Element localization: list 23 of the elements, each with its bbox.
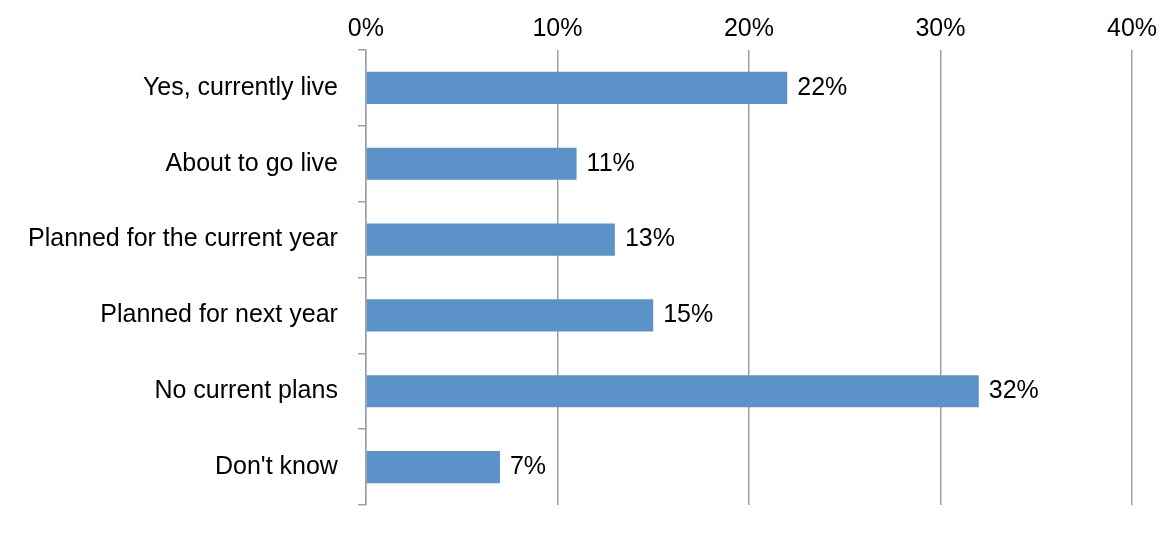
y-tick-label: Planned for the current year	[27, 223, 338, 252]
x-tick-label: 40%	[1106, 12, 1158, 41]
x-tick-label: 0%	[347, 12, 384, 41]
bar	[366, 299, 654, 332]
x-tick-label: 20%	[723, 12, 774, 41]
data-label: 32%	[988, 375, 1039, 404]
y-tick-label: About to go live	[165, 147, 338, 176]
bar	[366, 223, 615, 256]
data-label: 22%	[797, 71, 848, 100]
data-label: 13%	[624, 223, 675, 252]
y-tick-label: No current plans	[154, 375, 338, 404]
bar	[366, 147, 577, 180]
bar	[366, 375, 979, 408]
bar	[366, 450, 500, 484]
y-tick-label: Don't know	[215, 450, 339, 479]
data-label: 15%	[663, 299, 714, 328]
y-tick-label: Planned for next year	[100, 299, 338, 328]
y-tick-label: Yes, currently live	[142, 71, 338, 100]
x-tick-label: 10%	[532, 12, 583, 41]
data-label: 7%	[509, 450, 547, 479]
x-tick-label: 30%	[915, 12, 966, 41]
bar	[366, 71, 788, 105]
data-label: 11%	[586, 147, 635, 176]
